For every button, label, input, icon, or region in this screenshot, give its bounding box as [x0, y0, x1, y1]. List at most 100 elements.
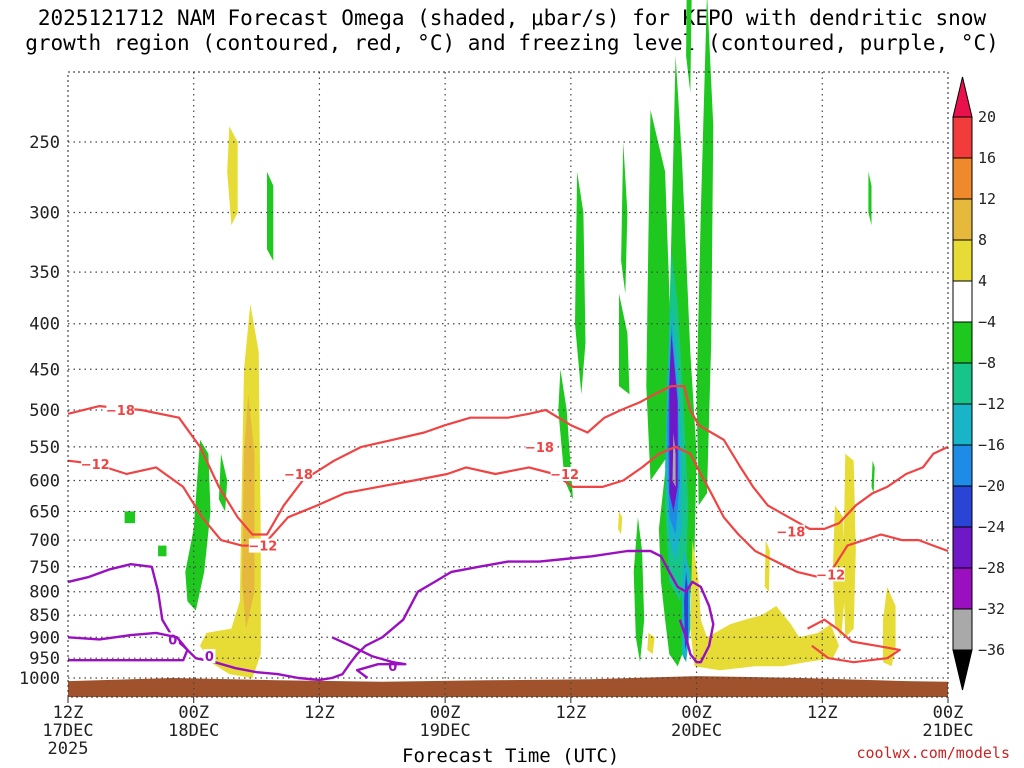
- colorbar-label-7: −12: [978, 395, 1005, 413]
- dendritic-label-0-1: −18: [284, 468, 313, 483]
- dendritic-label-0-0: −18: [106, 404, 135, 419]
- colorbar-swatch-0: [952, 116, 973, 159]
- colorbar-swatch-8: [952, 444, 973, 487]
- omega-region-16: [633, 517, 645, 663]
- colorbar-swatch-12: [952, 608, 973, 651]
- dendritic-label-1-2: −12: [550, 468, 579, 483]
- x-tick-label-24-top: 12Z: [304, 703, 335, 723]
- colorbar-label-8: −16: [978, 436, 1005, 454]
- dendritic-label-0-3: −18: [776, 526, 805, 541]
- credit-text: coolwx.com/models: [856, 744, 1010, 762]
- colorbar-label-0: 20: [978, 108, 996, 126]
- dendritic-contour-2: [807, 618, 901, 664]
- colorbar-top-arrow: [952, 76, 973, 118]
- plot-frame: [67, 71, 949, 698]
- freezing-label-0-1: 0: [205, 650, 214, 665]
- axes-layer: 2503003504004505005506006507007508008509…: [19, 71, 974, 759]
- dendritic-label-bg-0-3: [776, 524, 805, 539]
- dendritic-contour-layer: −18 −18 −18 −18 −12 −12 −12 −12: [67, 385, 949, 664]
- colorbar-swatch-5: [952, 321, 973, 364]
- colorbar: 20 16 12 8 4 −4 −8 −12 −16 −20 −24 −28 −32 −36: [952, 76, 1005, 691]
- colorbar-swatch-10: [952, 526, 973, 569]
- dendritic-label-bg-0-1: [284, 466, 313, 481]
- y-tick-label-550: 550: [29, 438, 60, 458]
- colorbar-swatch-3: [952, 239, 973, 282]
- omega-region-26: [690, 540, 839, 671]
- omega-region-14: [621, 142, 628, 294]
- y-tick-label-450: 450: [29, 360, 60, 380]
- y-tick-label-750: 750: [29, 558, 60, 578]
- y-tick-label-250: 250: [29, 133, 60, 153]
- colorbar-label-4: 4: [978, 272, 987, 290]
- x-tick-label-12-top: 00Z: [178, 703, 209, 723]
- omega-region-31: [647, 632, 655, 655]
- colorbar-bottom-arrow: [952, 649, 973, 691]
- chart-title: 2025121712 NAM Forecast Omega (shaded, μ…: [0, 6, 1024, 56]
- dendritic-label-bg-1-1: [248, 538, 277, 553]
- colorbar-label-2: 12: [978, 190, 996, 208]
- terrain: [68, 676, 948, 697]
- freezing-label-bg-0-1: [203, 649, 216, 664]
- omega-region-17: [868, 171, 872, 226]
- y-tick-label-950: 950: [29, 649, 60, 669]
- colorbar-swatch-6: [952, 362, 973, 405]
- omega-region-6: [124, 511, 135, 524]
- x-axis-label: Forecast Time (UTC): [402, 745, 620, 767]
- dendritic-label-1-3: −12: [816, 568, 845, 583]
- dendritic-label-bg-1-0: [81, 457, 110, 472]
- y-tick-label-800: 800: [29, 583, 60, 603]
- dendritic-contour-0: [67, 385, 949, 536]
- chart-title-line-2: growth region (contoured, red, °C) and f…: [25, 31, 999, 55]
- omega-region-10: [558, 369, 573, 500]
- omega-region-0: [227, 126, 238, 226]
- y-tick-label-350: 350: [29, 263, 60, 283]
- dendritic-label-1-1: −12: [248, 540, 277, 555]
- y-tick-label-1000: 1000: [19, 669, 60, 689]
- y-tick-label-900: 900: [29, 628, 60, 648]
- dendritic-label-1-0: −12: [81, 458, 110, 473]
- x-tick-label-0-mid: 17DEC: [42, 721, 93, 741]
- colorbar-label-10: −24: [978, 518, 1005, 536]
- y-tick-label-300: 300: [29, 203, 60, 223]
- colorbar-label-13: −36: [978, 641, 1005, 659]
- dendritic-label-bg-0-2: [525, 439, 554, 454]
- y-tick-label-850: 850: [29, 606, 60, 626]
- dendritic-label-0-2: −18: [525, 441, 554, 456]
- x-tick-label-0-top: 12Z: [53, 703, 84, 723]
- dendritic-label-bg-0-0: [106, 403, 135, 417]
- colorbar-swatch-7: [952, 403, 973, 446]
- colorbar-swatch-1: [952, 157, 973, 200]
- colorbar-label-11: −28: [978, 559, 1005, 577]
- omega-region-2: [241, 394, 255, 629]
- y-tick-label-500: 500: [29, 401, 60, 421]
- omega-shading-layer: [124, 0, 896, 678]
- dendritic-label-bg-1-3: [816, 567, 845, 582]
- x-tick-label-84-top: 00Z: [933, 703, 964, 723]
- colorbar-label-12: −32: [978, 600, 1005, 618]
- omega-region-8: [686, 0, 692, 93]
- colorbar-swatch-9: [952, 485, 973, 528]
- omega-region-5: [218, 453, 228, 512]
- omega-region-9: [619, 293, 630, 395]
- omega-region-4: [185, 439, 211, 611]
- freezing-contour-2: [331, 636, 407, 679]
- omega-region-27: [764, 540, 770, 592]
- omega-region-32: [618, 511, 623, 535]
- x-tick-label-72-top: 12Z: [807, 703, 838, 723]
- colorbar-swatch-2: [952, 198, 973, 241]
- omega-region-3: [267, 171, 274, 261]
- x-tick-label-60-mid: 20DEC: [671, 721, 722, 741]
- omega-region-13: [696, 0, 714, 506]
- dendritic-label-bg-1-2: [550, 466, 579, 481]
- grid-layer: [68, 72, 948, 697]
- x-tick-label-60-top: 00Z: [681, 703, 712, 723]
- freezing-label-0-0: 0: [168, 633, 177, 648]
- freezing-contour-1: [67, 631, 189, 662]
- x-tick-label-0-bot: 2025: [48, 739, 89, 759]
- chart-title-line-1: 2025121712 NAM Forecast Omega (shaded, μ…: [37, 6, 987, 30]
- x-tick-label-36-top: 00Z: [430, 703, 461, 723]
- x-tick-label-12-mid: 18DEC: [168, 721, 219, 741]
- terrain-layer: [68, 676, 948, 697]
- x-tick-label-48-top: 12Z: [555, 703, 586, 723]
